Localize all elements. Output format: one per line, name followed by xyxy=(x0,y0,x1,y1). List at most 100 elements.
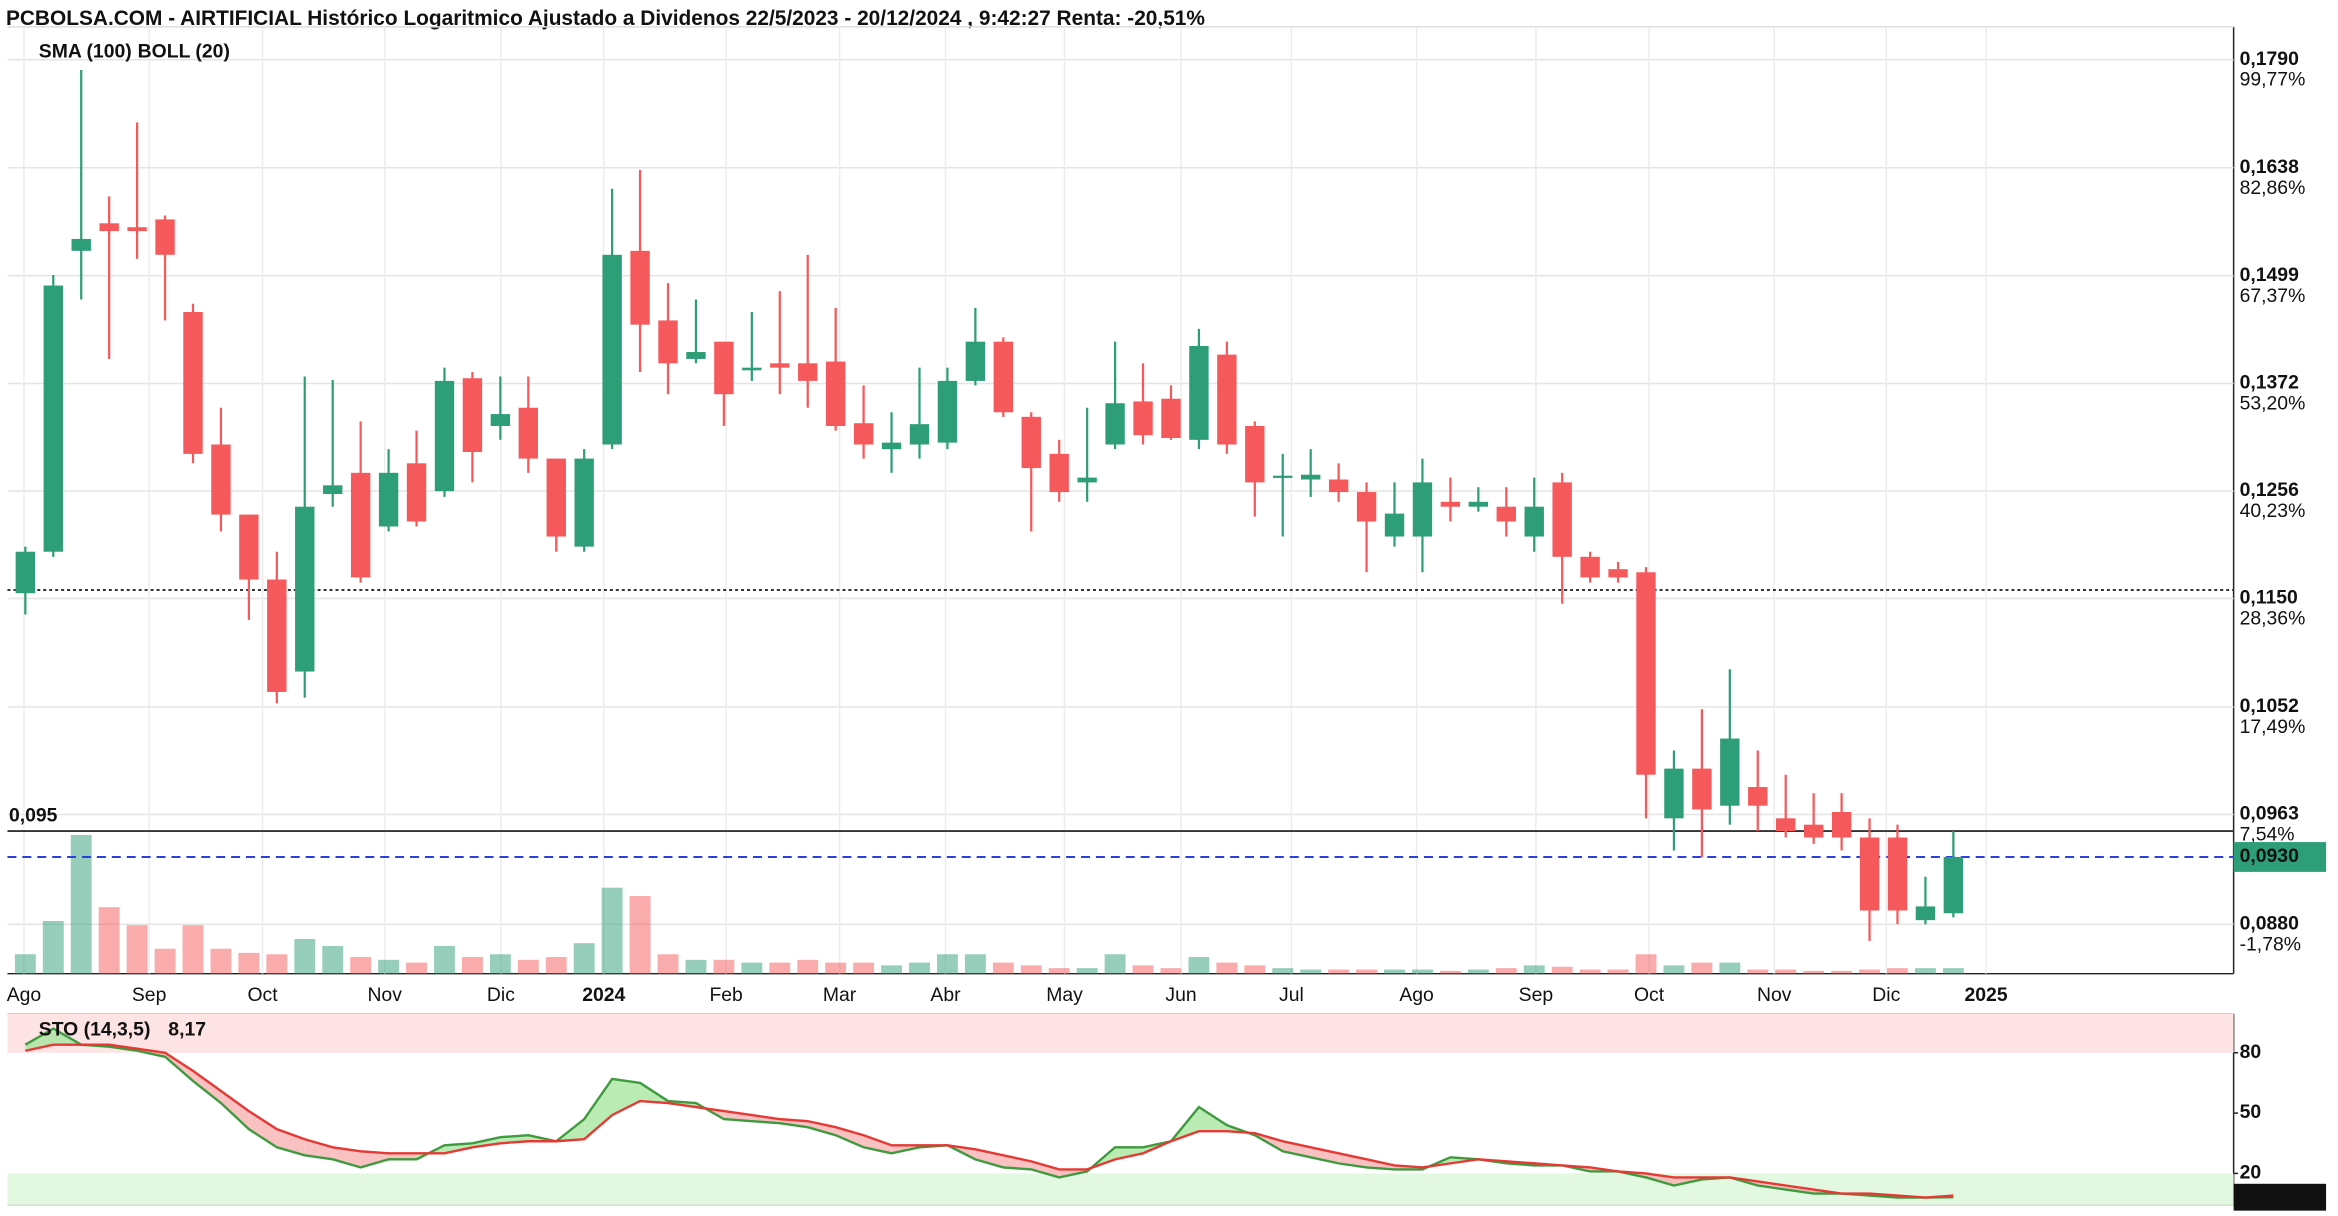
volume-bar xyxy=(769,962,791,974)
candle-body xyxy=(909,424,930,445)
volume-bar xyxy=(713,959,735,974)
candle-body xyxy=(1105,403,1125,445)
volume-bar xyxy=(1803,970,1825,974)
candle-body xyxy=(770,363,790,368)
candle-body xyxy=(99,223,119,232)
candle-body xyxy=(1217,354,1237,445)
candle-body xyxy=(1189,345,1209,440)
y-tick-percent: 7,54% xyxy=(2240,824,2295,846)
candle-body xyxy=(127,227,147,232)
y-tick-percent: 17,49% xyxy=(2240,716,2306,738)
candle-body xyxy=(658,320,678,364)
sto-fill xyxy=(192,1070,221,1104)
candle-body xyxy=(1496,506,1516,522)
candle-body xyxy=(378,472,399,527)
candle-body xyxy=(43,285,63,552)
volume-bar xyxy=(1384,969,1405,974)
candle-body xyxy=(323,485,343,495)
sto-line xyxy=(24,1027,1954,1199)
candle-body xyxy=(1077,477,1097,483)
candle-body xyxy=(1915,906,1936,921)
volume-bar xyxy=(154,948,176,974)
candle-body xyxy=(546,458,566,537)
candle-body xyxy=(1776,818,1796,832)
sto-fill xyxy=(332,1147,361,1168)
y-tick-label: 0,1499 xyxy=(2240,264,2299,286)
sto-label: STO (14,3,5) xyxy=(39,1018,151,1040)
volume-bar xyxy=(1439,970,1461,974)
volume-bar xyxy=(406,962,427,974)
candle-body xyxy=(602,254,622,445)
volume-bar xyxy=(1160,968,1182,974)
volume-bar xyxy=(992,962,1014,974)
last-price-label: 0,0930 xyxy=(2240,845,2299,867)
y-tick-percent: 28,36% xyxy=(2240,607,2306,629)
volume-bar xyxy=(881,965,902,974)
volume-bar xyxy=(1607,969,1629,974)
volume-bar xyxy=(1020,965,1042,974)
volume-bar xyxy=(461,957,483,974)
sto-fill xyxy=(975,1149,1004,1168)
candle-body xyxy=(211,444,231,515)
candle-body xyxy=(15,551,36,594)
x-tick-label: Ago xyxy=(1399,984,1433,1006)
x-tick-label: Dic xyxy=(487,984,515,1006)
candle-body xyxy=(1356,492,1377,522)
sto-fill xyxy=(388,1153,417,1160)
volume-bar xyxy=(1272,968,1294,974)
candle-body xyxy=(1803,824,1824,838)
candle-body xyxy=(798,363,818,381)
candle-body xyxy=(490,414,511,426)
x-tick-label: 2025 xyxy=(1965,984,2008,1006)
candle-body xyxy=(295,506,315,672)
candle-body xyxy=(1692,768,1712,810)
volume-bar xyxy=(126,925,148,974)
x-tick-label: 2024 xyxy=(582,984,625,1006)
x-tick-label: Feb xyxy=(709,984,742,1006)
volume-bar xyxy=(1775,969,1797,974)
candle-body xyxy=(1021,416,1041,469)
volume-bar xyxy=(797,959,819,974)
chart-title: PCBOLSA.COM - AIRTIFICIAL Histórico Loga… xyxy=(6,7,1205,30)
y-tick-label: 0,1638 xyxy=(2240,156,2299,178)
x-tick-label: Ago xyxy=(7,984,41,1006)
volume-bar xyxy=(1048,968,1070,974)
candle-body xyxy=(1524,506,1544,537)
candle-body xyxy=(1748,787,1768,806)
volume-bar xyxy=(489,954,511,974)
volume-bar xyxy=(350,957,372,974)
oversold-zone xyxy=(7,1173,2234,1205)
y-tick-percent: 82,86% xyxy=(2240,177,2306,199)
volume-bar xyxy=(601,887,623,974)
sto-fill xyxy=(1282,1141,1311,1158)
volume-bar xyxy=(1356,969,1378,974)
indicator-label: BOLL (20) xyxy=(138,40,230,62)
y-tick-percent: 53,20% xyxy=(2240,393,2306,415)
sto-tick-label: 80 xyxy=(2240,1041,2262,1063)
sto-value-label: 8,17 xyxy=(168,1018,206,1040)
candle-body xyxy=(1300,474,1321,480)
x-tick-label: Abr xyxy=(930,984,961,1006)
candle-body xyxy=(71,238,91,251)
y-tick-percent: 67,37% xyxy=(2240,285,2306,307)
sto-fill xyxy=(835,1127,864,1148)
volume-bar xyxy=(853,962,875,974)
candle-body xyxy=(350,472,371,578)
volume-bar xyxy=(1188,957,1210,974)
volume-bar xyxy=(1104,954,1126,974)
candle-body xyxy=(1887,837,1908,911)
volume-bar xyxy=(741,962,763,974)
candle-body xyxy=(1440,501,1461,507)
candle-body xyxy=(406,463,427,522)
candle-body xyxy=(434,380,455,492)
volume-bar xyxy=(70,835,92,974)
candle-body xyxy=(155,219,175,255)
x-tick-label: Sep xyxy=(132,984,166,1006)
candle-body xyxy=(1384,513,1405,537)
candle-body xyxy=(1273,475,1293,478)
volume-bar xyxy=(1216,962,1238,974)
volume-bar xyxy=(1467,969,1489,974)
y-tick-percent: 40,23% xyxy=(2240,500,2306,522)
sto-fill xyxy=(863,1135,892,1154)
x-tick-label: Nov xyxy=(367,984,402,1006)
